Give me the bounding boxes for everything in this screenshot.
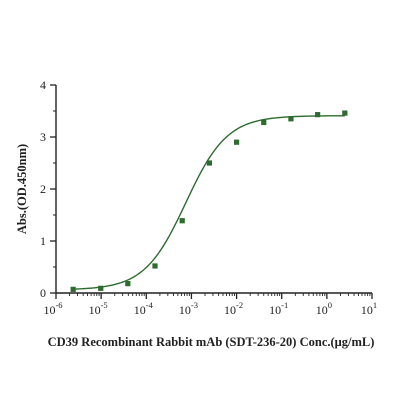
data-point (152, 263, 158, 269)
y-ticks: 0 1 2 3 4 (40, 78, 56, 300)
data-point (98, 285, 104, 291)
x-tick-label: 10-4 (134, 300, 154, 317)
x-tick-label: 10-6 (43, 300, 62, 317)
data-point (315, 112, 321, 118)
y-tick-label: 2 (40, 182, 46, 196)
x-axis-title: CD39 Recombinant Rabbit mAb (SDT-236-20)… (48, 335, 375, 349)
x-tick-label: 100 (316, 300, 332, 317)
x-axis: 10-6 10-5 10-4 10-3 10-2 10-1 100 101 (43, 292, 377, 317)
data-point (179, 218, 185, 224)
data-point (261, 119, 267, 126)
x-tick-label: 10-3 (179, 300, 198, 317)
x-ticks: 10-6 10-5 10-4 10-3 10-2 10-1 100 101 (43, 293, 377, 317)
data-point (125, 281, 131, 287)
y-tick-label: 0 (40, 286, 46, 300)
x-tick-label: 10-2 (224, 300, 243, 317)
data-point (70, 286, 76, 292)
y-tick-label: 4 (40, 78, 46, 92)
fit-curve (73, 115, 345, 290)
data-point (342, 110, 348, 116)
data-point (288, 116, 294, 122)
y-axis: 0 1 2 3 4 (40, 78, 57, 300)
data-point (233, 139, 240, 145)
x-tick-label: 10-5 (89, 300, 108, 317)
data-point (206, 160, 212, 166)
x-tick-label: 101 (361, 300, 377, 317)
plot-area (70, 110, 348, 292)
x-tick-label: 10-1 (269, 300, 288, 317)
y-tick-label: 1 (40, 234, 46, 248)
y-tick-label: 3 (40, 130, 46, 144)
y-axis-title: Abs.(OD.450nm) (15, 144, 29, 234)
